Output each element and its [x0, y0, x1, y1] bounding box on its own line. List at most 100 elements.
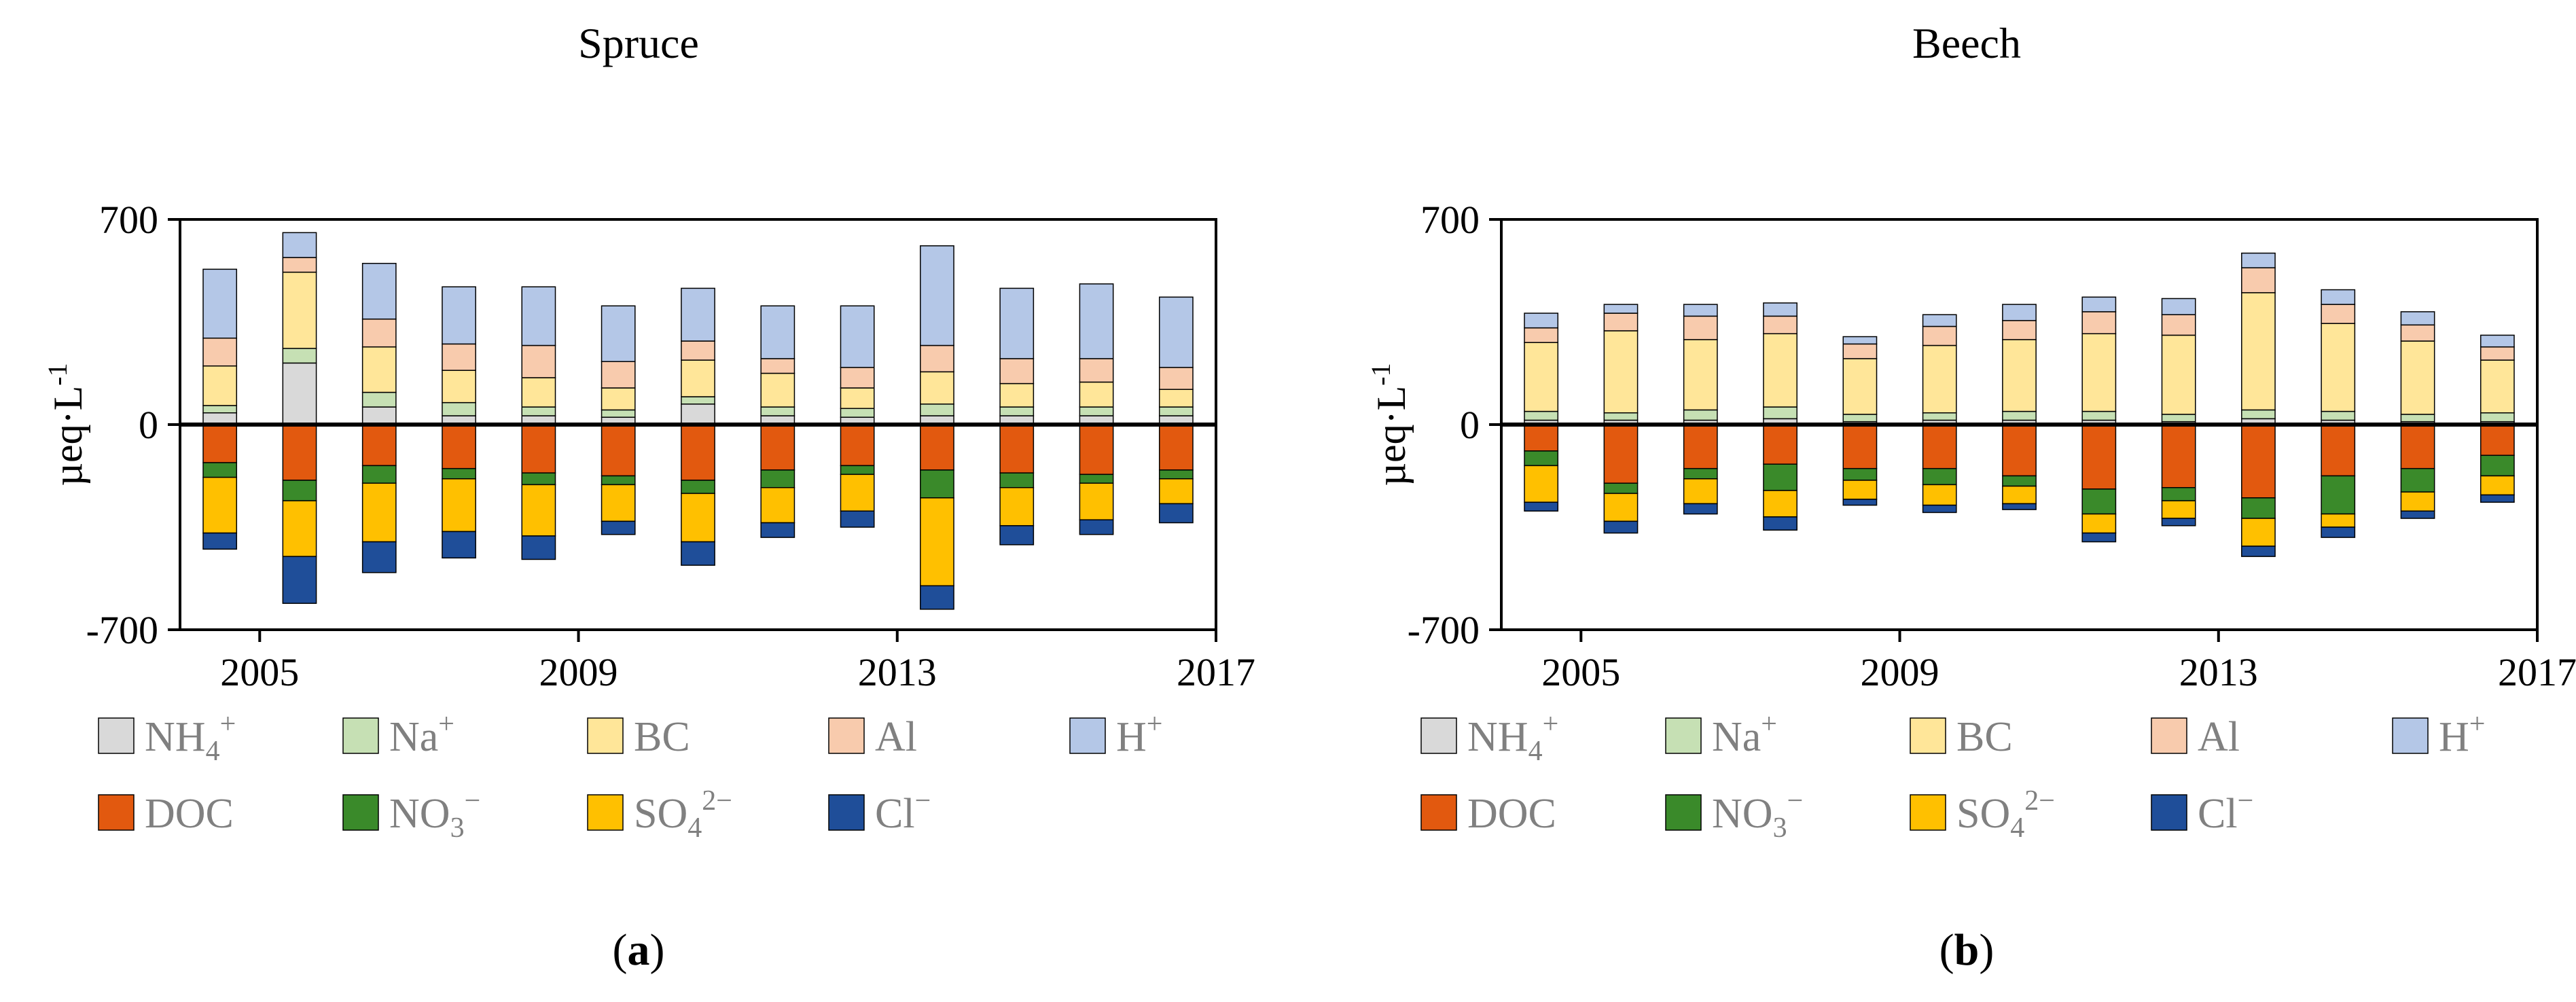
legend-label-no3: NO3− [1712, 785, 1803, 844]
legend-label-sub: 4 [1528, 736, 1543, 767]
bar-al-2017 [2480, 346, 2515, 361]
bar-na-2010 [601, 409, 636, 418]
legend-label-base: Na [389, 714, 438, 760]
bar-doc-2009 [1842, 424, 1878, 469]
bar-h-2012 [760, 305, 795, 359]
bar-al-2009 [521, 344, 556, 378]
legend-swatch-al [828, 717, 865, 754]
y-tick-label: -700 [1408, 608, 1480, 652]
bar-bc-2014 [2241, 292, 2276, 411]
y-axis-label-sup: -1 [1365, 363, 1396, 385]
bar-no3-2008 [1763, 463, 1797, 491]
panel-label: (a) [613, 925, 665, 975]
bar-al-2013 [840, 367, 875, 389]
bar-cl-2013 [2161, 518, 2196, 526]
legend-label-so4: SO42− [634, 785, 732, 844]
bar-h-2010 [1922, 314, 1957, 327]
legend-label-sup: − [2238, 785, 2254, 817]
legend-label-sup: + [2469, 709, 2486, 740]
bar-doc-2007 [1683, 424, 1718, 469]
bar-bc-2008 [442, 370, 476, 404]
bar-cl-2017 [1158, 503, 1194, 524]
legend-label-sup: + [1147, 709, 1163, 740]
legend-label-h: H+ [2439, 709, 2485, 760]
panel-label-close: ) [1979, 925, 1994, 975]
bar-so4-2013 [2161, 500, 2196, 519]
bar-h-2008 [1763, 302, 1797, 317]
bar-so4-2007 [1683, 478, 1718, 505]
panel-label-letter: b [1954, 925, 1980, 975]
bar-h-2017 [1158, 296, 1194, 368]
legend-label-sup: 2− [702, 785, 732, 817]
bar-cl-2009 [521, 535, 556, 560]
y-tick-label: 700 [1420, 198, 1480, 242]
legend-swatch-al [2151, 717, 2187, 754]
bar-so4-2014 [920, 497, 954, 587]
legend-label-al: Al [875, 714, 917, 760]
bar-so4-2011 [681, 493, 715, 543]
bar-bc-2017 [1158, 389, 1194, 408]
bar-doc-2015 [2321, 424, 2356, 477]
legend-swatch-so4 [587, 794, 624, 831]
bar-bc-2005 [1524, 342, 1559, 412]
legend-label-base: SO [634, 791, 687, 837]
legend-label-doc: DOC [1467, 791, 1556, 837]
bar-cl-2015 [999, 525, 1035, 545]
bar-cl-2010 [601, 520, 636, 535]
bar-doc-2009 [521, 424, 556, 473]
legend-label-base: H [1116, 714, 1147, 760]
bar-doc-2005 [1524, 424, 1559, 452]
bar-no3-2016 [2400, 467, 2435, 493]
bar-no3-2005 [202, 462, 238, 478]
bar-al-2008 [442, 343, 476, 371]
x-tick-label: 2009 [1861, 650, 1939, 694]
bar-na-2015 [999, 406, 1035, 416]
bar-cl-2016 [1079, 519, 1114, 535]
bar-doc-2010 [601, 424, 636, 477]
legend-label-bc: BC [634, 714, 690, 760]
y-axis-label-base: µeq·L [46, 386, 90, 486]
bar-h-2007 [1683, 304, 1718, 317]
x-tick-label: 2013 [858, 650, 937, 694]
legend-label-sup: + [1543, 709, 1559, 740]
legend-label-bc: BC [1956, 714, 2013, 760]
bar-h-2009 [1842, 336, 1878, 345]
bar-na-2007 [361, 391, 397, 408]
bar-so4-2005 [202, 476, 238, 534]
legend-swatch-na [342, 717, 379, 754]
bar-so4-2006 [282, 500, 317, 557]
legend-swatch-h [1069, 717, 1106, 754]
bar-doc-2013 [840, 424, 875, 467]
legend-label-base: Cl [2198, 791, 2238, 837]
bar-al-2008 [1763, 315, 1797, 335]
bar-al-2015 [999, 358, 1035, 384]
bar-no3-2007 [361, 465, 397, 484]
bar-so4-2005 [1524, 465, 1559, 503]
bar-na-2006 [282, 348, 317, 364]
legend-swatch-no3 [1665, 794, 1702, 831]
x-tick-label: 2009 [539, 650, 618, 694]
bar-no3-2011 [681, 480, 715, 495]
bar-doc-2012 [2081, 424, 2117, 490]
legend-swatch-nh4 [98, 717, 135, 754]
legend-label-sup: + [438, 709, 454, 740]
bar-doc-2016 [1079, 424, 1114, 476]
bar-bc-2016 [2400, 340, 2435, 415]
panel-label-open: ( [1939, 925, 1954, 975]
legend-swatch-bc [1910, 717, 1946, 754]
bar-doc-2015 [999, 424, 1035, 473]
y-axis-label-sup: -1 [42, 363, 73, 385]
bar-bc-2009 [1842, 358, 1878, 415]
bar-na-2007 [1683, 409, 1718, 421]
legend-label-base: NO [389, 791, 450, 837]
bar-na-2009 [521, 406, 556, 416]
legend-label-base: H [2439, 714, 2469, 760]
bar-so4-2014 [2241, 518, 2276, 547]
bar-so4-2010 [601, 484, 636, 522]
bar-h-2017 [2480, 334, 2515, 348]
bar-so4-2009 [1842, 480, 1878, 500]
bar-doc-2013 [2161, 424, 2196, 488]
bar-so4-2012 [2081, 513, 2117, 534]
legend-label-base: Na [1712, 714, 1761, 760]
